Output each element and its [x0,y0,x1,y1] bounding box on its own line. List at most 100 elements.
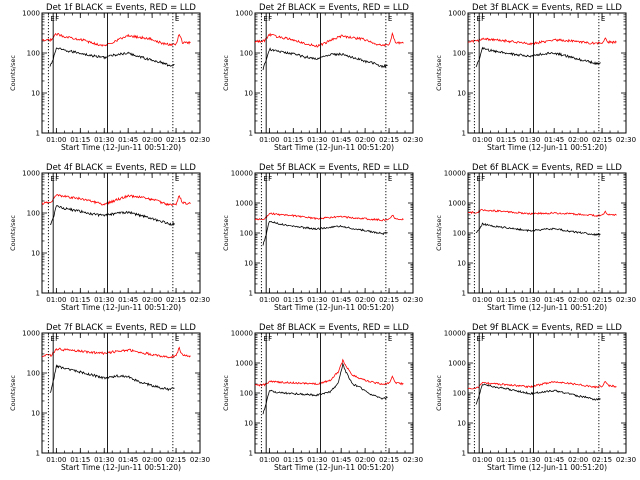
series-line [49,364,175,394]
y-tick-label: 10 [244,90,253,98]
time-marker-label: E [175,15,179,23]
y-axis-label: Counts/sec [435,215,443,251]
series-line [262,362,388,415]
series-group [255,358,404,415]
x-tick-label: 02:30 [190,296,210,304]
x-axis-label: Start Time (12-Jun-11 00:51:20) [61,143,181,152]
x-tick-label: 01:30 [307,296,327,304]
panel-title: Det 8f BLACK = Events, RED = LLD [259,323,409,333]
axes-frame [467,332,627,454]
x-tick-label: 02:15 [592,456,612,464]
x-axis-label: Start Time (12-Jun-11 00:51:20) [274,143,394,152]
axes-frame [467,12,627,134]
series-line [50,205,175,226]
series-line [468,208,617,217]
series-line [49,47,175,67]
x-tick-label: 01:15 [70,136,90,144]
series-group [42,32,191,67]
y-tick-label: 1000 [235,200,253,208]
x-tick-label: 02:15 [166,136,186,144]
x-tick-label: 01:45 [544,136,564,144]
series-group [42,346,191,394]
time-marker-label: F [268,335,272,343]
y-tick-label: 100 [240,390,253,398]
time-marker-label: E [601,15,605,23]
x-tick-label: 01:00 [259,136,279,144]
y-tick-label: 10 [457,260,466,268]
y-axis-label: Counts/sec [9,55,17,91]
series-line [262,47,388,71]
y-tick-label: 100 [27,370,40,378]
time-marker-label: F [55,175,59,183]
series-group [468,37,617,68]
panel-title: Det 6f BLACK = Events, RED = LLD [472,163,622,173]
y-axis-label: Counts/sec [9,215,17,251]
x-tick-label: 01:00 [472,296,492,304]
y-tick-label: 100 [453,230,466,238]
x-tick-label: 02:00 [142,136,162,144]
panel-title: Det 4f BLACK = Events, RED = LLD [46,163,196,173]
x-tick-label: 01:00 [259,296,279,304]
chart-panel: Det 7f BLACK = Events, RED = LLD 1 10 100 10… [9,323,210,472]
x-tick-label: 02:15 [379,296,399,304]
series-group [255,212,404,246]
time-marker-label: E [50,335,54,343]
y-tick-label: 10000 [444,330,466,338]
series-line [475,46,601,68]
chart-panel: Det 3f BLACK = Events, RED = LLD 1 10 100 10… [435,3,636,152]
time-marker-label: E [263,335,267,343]
x-tick-label: 01:15 [496,296,516,304]
y-tick-label: 1000 [22,330,40,338]
x-tick-label: 02:15 [166,456,186,464]
y-tick-label: 10000 [444,170,466,178]
series-line [255,358,404,387]
time-marker-label: E [476,335,480,343]
y-axis-label: Counts/sec [222,55,230,91]
y-tick-label: 1 [462,290,466,298]
time-marker-label: F [268,15,272,23]
panel-title: Det 7f BLACK = Events, RED = LLD [46,323,196,333]
series-group [255,31,404,71]
panel-title: Det 3f BLACK = Events, RED = LLD [472,3,622,13]
panel-title: Det 1f BLACK = Events, RED = LLD [46,3,196,13]
x-tick-label: 01:30 [307,136,327,144]
y-axis-label: Counts/sec [222,215,230,251]
x-tick-label: 01:45 [331,136,351,144]
time-marker-label: E [388,335,392,343]
y-tick-label: 1 [249,450,253,458]
y-tick-label: 1000 [22,10,40,18]
x-tick-label: 01:15 [70,296,90,304]
chart-panel: Det 2f BLACK = Events, RED = LLD 1 10 100 10… [222,3,423,152]
x-tick-label: 02:00 [355,136,375,144]
x-tick-label: 01:45 [118,296,138,304]
x-tick-label: 01:30 [94,456,114,464]
x-tick-label: 01:45 [331,456,351,464]
y-axis-label: Counts/sec [435,375,443,411]
x-tick-label: 01:00 [46,296,66,304]
y-tick-label: 10 [31,410,40,418]
chart-panel: Det 1f BLACK = Events, RED = LLD 1 10 100 10… [9,3,210,152]
y-axis-label: Counts/sec [9,375,17,411]
x-tick-label: 02:30 [403,456,423,464]
x-tick-label: 01:30 [94,296,114,304]
x-tick-label: 02:00 [142,296,162,304]
panel-title: Det 9f BLACK = Events, RED = LLD [472,323,622,333]
y-tick-label: 1 [462,130,466,138]
time-marker-label: E [175,175,179,183]
chart-panel: Det 4f BLACK = Events, RED = LLD 1 10 100 10… [9,163,210,312]
x-tick-label: 02:30 [403,136,423,144]
x-tick-label: 02:30 [616,456,636,464]
x-tick-label: 01:30 [520,456,540,464]
x-tick-label: 02:00 [568,136,588,144]
y-tick-label: 100 [453,390,466,398]
series-line [255,212,404,222]
y-tick-label: 10 [31,250,40,258]
series-group [468,380,617,405]
axes-frame [254,332,414,454]
x-tick-label: 01:15 [283,296,303,304]
x-tick-label: 02:15 [592,136,612,144]
y-axis-label: Counts/sec [435,55,443,91]
series-line [42,32,191,47]
x-tick-label: 01:45 [118,456,138,464]
